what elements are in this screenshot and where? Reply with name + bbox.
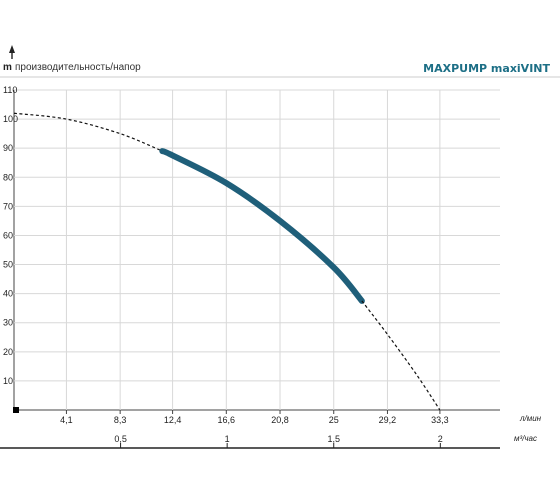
y-tick-label: 110 — [3, 85, 17, 95]
x-tick-label-m3h: 1,5 — [327, 434, 340, 444]
x-tick-label-lmin: 20,8 — [271, 415, 289, 425]
y-tick-label: 90 — [3, 143, 13, 153]
y-tick-label: 60 — [3, 230, 13, 240]
x-tick-label-m3h: 2 — [438, 434, 443, 444]
x-tick-label-lmin: 12,4 — [164, 415, 182, 425]
x-tick-label-lmin: 4,1 — [60, 415, 73, 425]
y-axis-label: производительность/напор — [15, 62, 141, 73]
x-tick-label-m3h: 0,5 — [114, 434, 127, 444]
origin-marker — [13, 407, 19, 413]
x-tick-label-m3h: 1 — [225, 434, 230, 444]
y-tick-label: 100 — [3, 114, 18, 124]
y-axis-arrow-icon — [9, 45, 15, 53]
y-tick-label: 70 — [3, 201, 13, 211]
y-tick-label: 10 — [3, 376, 13, 386]
x-tick-label-lmin: 8,3 — [114, 415, 127, 425]
y-tick-label: 30 — [3, 318, 13, 328]
y-tick-label: 80 — [3, 172, 13, 182]
x-tick-label-lmin: 29,2 — [379, 415, 397, 425]
y-tick-label: 50 — [3, 260, 13, 270]
working-range-curve — [159, 148, 365, 304]
extended-range-curve — [13, 112, 163, 152]
chart-title: MAXPUMP maxiVINT — [423, 62, 550, 75]
x-axis-unit-m3h: м³/час — [514, 434, 537, 443]
y-tick-label: 20 — [3, 347, 13, 357]
extended-range-curve — [361, 300, 441, 411]
x-tick-label-lmin: 33,3 — [431, 415, 449, 425]
x-axis-unit-lmin: л/мин — [519, 414, 542, 423]
y-tick-label: 40 — [3, 289, 13, 299]
x-tick-label-lmin: 25 — [329, 415, 339, 425]
x-tick-label-lmin: 16,6 — [218, 415, 236, 425]
y-axis-unit: m — [3, 62, 12, 73]
